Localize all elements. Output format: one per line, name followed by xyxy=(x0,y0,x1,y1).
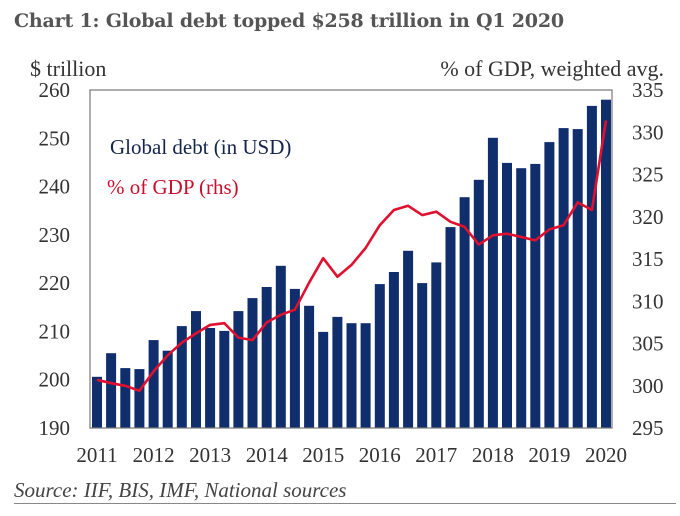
bar-2014Q4 xyxy=(304,305,315,428)
right-axis-tick: 330 xyxy=(632,120,664,144)
bar-2015Q2 xyxy=(332,316,343,428)
right-axis-tick: 315 xyxy=(632,247,664,271)
right-axis-tick: 295 xyxy=(632,416,664,440)
bar-2015Q4 xyxy=(360,323,371,428)
bar-2018Q3 xyxy=(516,168,527,428)
x-axis-tick: 2013 xyxy=(189,443,231,467)
bar-2013Q3 xyxy=(233,311,244,428)
bar-2018Q2 xyxy=(502,162,512,428)
x-axis-tick: 2020 xyxy=(585,443,627,467)
bar-2019Q3 xyxy=(572,129,583,428)
left-axis-tick: 200 xyxy=(39,368,71,392)
bar-2012Q1 xyxy=(148,340,159,428)
bar-2016Q3 xyxy=(403,250,414,428)
chart-title: Chart 1: Global debt topped $258 trillio… xyxy=(14,10,564,32)
bar-2019Q4 xyxy=(586,105,597,429)
left-axis-title: $ trillion xyxy=(30,56,107,81)
bar-2017Q3 xyxy=(459,197,470,428)
right-axis-tick: 310 xyxy=(632,289,664,313)
source-divider xyxy=(14,503,676,504)
source-note: Source: IIF, BIS, IMF, National sources xyxy=(14,478,347,502)
x-axis-tick: 2015 xyxy=(302,443,344,467)
x-axis-tick: 2011 xyxy=(76,443,117,467)
bar-2019Q2 xyxy=(558,128,569,428)
bar-2017Q1 xyxy=(431,262,442,428)
left-axis-tick: 190 xyxy=(39,416,71,440)
bar-2011Q1 xyxy=(92,376,102,428)
right-axis-title: % of GDP, weighted avg. xyxy=(440,56,664,81)
bar-2012Q4 xyxy=(191,311,201,428)
plot-frame xyxy=(89,89,613,429)
left-axis-tick: 210 xyxy=(39,319,71,343)
x-axis-tick: 2019 xyxy=(528,443,570,467)
left-axis-tick: 230 xyxy=(39,223,71,247)
bar-2012Q2 xyxy=(162,350,173,428)
bar-2018Q1 xyxy=(487,137,498,429)
right-axis-tick: 305 xyxy=(632,332,664,356)
bar-2016Q2 xyxy=(388,272,399,428)
bar-2011Q4 xyxy=(134,369,145,428)
bar-2017Q2 xyxy=(445,227,456,428)
legend-line-label: % of GDP (rhs) xyxy=(107,175,239,199)
bar-2012Q3 xyxy=(176,326,187,428)
x-axis-tick: 2018 xyxy=(472,443,514,467)
legend-bar-label: Global debt (in USD) xyxy=(110,135,291,159)
bar-2014Q2 xyxy=(275,265,286,428)
gdp-line xyxy=(96,120,608,393)
bar-2014Q1 xyxy=(261,287,272,428)
left-axis-tick: 220 xyxy=(39,271,71,295)
right-axis-tick: 335 xyxy=(632,78,664,102)
bar-2014Q3 xyxy=(289,288,300,428)
bar-2013Q4 xyxy=(247,298,258,428)
right-axis-tick: 320 xyxy=(632,205,664,229)
x-axis-tick: 2012 xyxy=(133,443,175,467)
bar-2017Q4 xyxy=(473,179,484,428)
bar-2015Q3 xyxy=(346,323,357,428)
left-axis-tick: 240 xyxy=(39,175,71,199)
left-axis-tick: 250 xyxy=(39,126,71,150)
bar-2011Q3 xyxy=(120,368,131,428)
bar-2016Q1 xyxy=(374,284,385,428)
bar-2011Q2 xyxy=(106,353,117,428)
x-axis-tick: 2017 xyxy=(415,443,457,467)
bar-2016Q4 xyxy=(417,283,428,428)
bar-2015Q1 xyxy=(318,331,329,428)
right-axis-tick: 300 xyxy=(632,374,664,398)
x-axis-tick: 2014 xyxy=(246,443,289,467)
bar-2020Q1 xyxy=(601,99,611,428)
bar-2018Q4 xyxy=(530,163,541,428)
right-axis-tick: 325 xyxy=(632,163,664,187)
bar-2019Q1 xyxy=(544,142,555,428)
bar-2013Q1 xyxy=(205,328,216,428)
left-axis-tick: 260 xyxy=(39,78,71,102)
bar-2013Q2 xyxy=(219,330,230,428)
x-axis-tick: 2016 xyxy=(359,443,401,467)
